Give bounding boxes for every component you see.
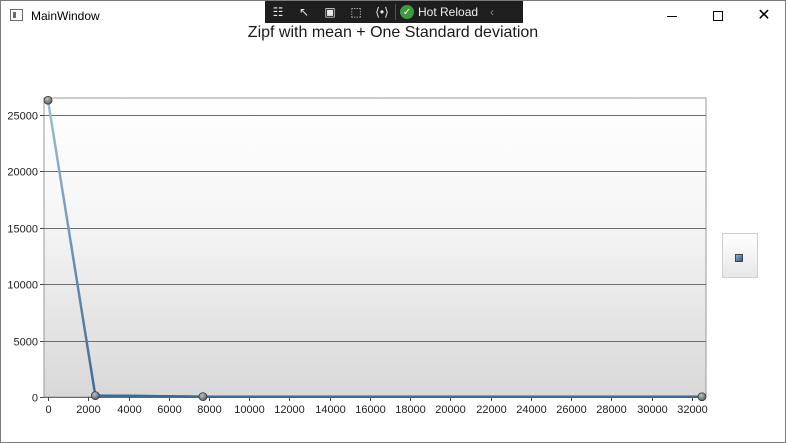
close-icon: ✕ xyxy=(757,7,771,24)
x-tick-label: 14000 xyxy=(315,404,346,416)
x-tick-label: 26000 xyxy=(556,404,587,416)
x-tick-label: 30000 xyxy=(637,404,668,416)
title-bar[interactable]: MainWindow ☷ ↖ ▣ ⬚ ⟨•⟩ ✓ Hot Reload ‹ ✕ xyxy=(1,1,785,31)
x-tick-label: 6000 xyxy=(157,404,181,416)
hot-reload-button[interactable]: ✓ Hot Reload xyxy=(400,5,478,19)
y-tick-label: 10000 xyxy=(7,280,38,292)
x-tick-label: 18000 xyxy=(395,404,426,416)
chart-title: Zipf with mean + One Standard deviation xyxy=(247,24,539,41)
minimize-icon xyxy=(667,15,677,17)
x-tick-label: 16000 xyxy=(355,404,386,416)
select-element-icon[interactable]: ↖ xyxy=(298,5,310,19)
y-tick-label: 20000 xyxy=(7,167,38,179)
maximize-button[interactable] xyxy=(695,1,741,31)
binding-failures-icon[interactable]: ⟨•⟩ xyxy=(375,5,389,19)
x-tick-label: 10000 xyxy=(234,404,265,416)
hot-reload-label: Hot Reload xyxy=(418,5,479,19)
app-window-icon xyxy=(10,9,23,21)
x-tick-label: 22000 xyxy=(476,404,507,416)
y-tick-label: 0 xyxy=(32,393,38,405)
y-tick-label: 25000 xyxy=(7,111,38,123)
data-point xyxy=(90,391,100,401)
y-tick-label: 5000 xyxy=(14,337,38,349)
track-focus-icon[interactable]: ⬚ xyxy=(350,5,362,19)
toolbar-divider xyxy=(395,4,396,20)
legend-series-swatch xyxy=(735,254,743,262)
x-tick-label: 12000 xyxy=(274,404,305,416)
x-tick-label: 8000 xyxy=(197,404,221,416)
data-point xyxy=(43,95,53,105)
x-tick-label: 2000 xyxy=(76,404,100,416)
x-tick-label: 28000 xyxy=(596,404,627,416)
chart-legend xyxy=(722,233,758,278)
series-line-tail xyxy=(95,394,702,398)
x-tick-label: 0 xyxy=(45,404,51,416)
x-tick-label: 24000 xyxy=(516,404,547,416)
x-tick-label: 32000 xyxy=(677,404,708,416)
data-point xyxy=(198,392,208,402)
plot-area xyxy=(43,97,707,398)
x-tick-label: 4000 xyxy=(117,404,141,416)
check-icon: ✓ xyxy=(400,5,414,19)
xaml-dev-toolbar: ☷ ↖ ▣ ⬚ ⟨•⟩ ✓ Hot Reload ‹ xyxy=(265,1,523,23)
y-tick-label: 15000 xyxy=(7,224,38,236)
collapse-chevron-icon[interactable]: ‹ xyxy=(490,5,495,19)
display-layout-adorners-icon[interactable]: ▣ xyxy=(324,5,336,19)
window-title: MainWindow xyxy=(31,9,100,23)
maximize-icon xyxy=(713,11,723,21)
minimize-button[interactable] xyxy=(649,1,695,31)
x-tick-label: 20000 xyxy=(435,404,466,416)
live-visual-tree-icon[interactable]: ☷ xyxy=(272,5,284,19)
close-button[interactable]: ✕ xyxy=(741,1,786,31)
data-point xyxy=(697,392,707,402)
